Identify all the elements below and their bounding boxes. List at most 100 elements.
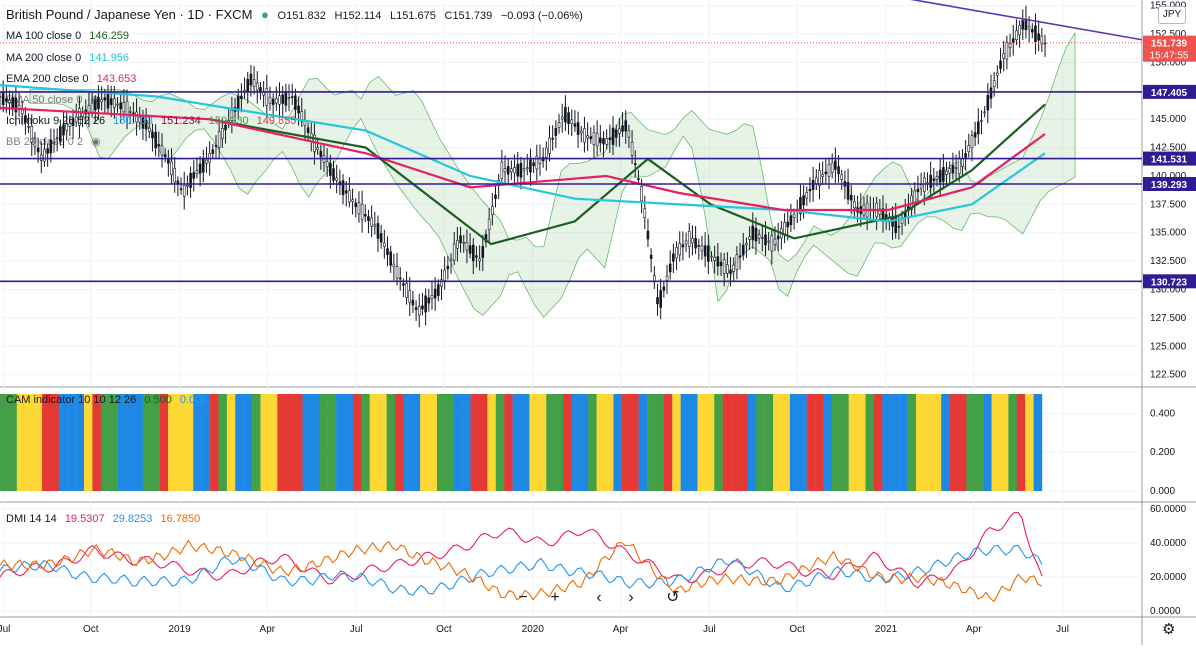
x-tick-label: Apr (613, 624, 629, 635)
cam-bar (436, 394, 446, 491)
cam-bar (33, 394, 43, 491)
y-tick-label: 142.500 (1150, 143, 1187, 154)
candle-body (414, 307, 418, 310)
candle-body (147, 127, 151, 132)
candle-body (367, 216, 370, 222)
legend-dmi-plus: 19.5307 (64, 513, 105, 525)
candle-body (834, 160, 837, 170)
candle-body (942, 167, 945, 182)
y-tick-label: 130.000 (1150, 285, 1187, 296)
candle-body (224, 124, 227, 131)
candle-body (719, 261, 723, 267)
candle-body (363, 213, 367, 217)
candle-body (195, 170, 199, 174)
candle-body (1018, 24, 1021, 36)
ichimoku-cloud (29, 31, 1076, 318)
candle-body (891, 217, 894, 227)
y-tick-label: 127.500 (1150, 313, 1187, 324)
candle-body (1034, 25, 1037, 43)
cam-bar (470, 394, 480, 491)
candle-body (732, 264, 736, 272)
candle-body (179, 188, 183, 190)
ohlc-high: H152.114 (334, 10, 382, 22)
candle-body (122, 102, 126, 113)
legend-ema200[interactable]: EMA 200 close 0 143.653 (6, 72, 141, 86)
candle-body (608, 137, 612, 141)
cam-bar (403, 394, 412, 491)
zoom-out-button[interactable]: − (518, 589, 528, 606)
cam-bar (42, 394, 51, 491)
candle-body (491, 206, 494, 215)
candle-body (605, 138, 608, 145)
eye-hidden-icon[interactable]: ◉ (90, 94, 101, 106)
candle-body (815, 177, 818, 184)
candle-body (230, 109, 234, 121)
candle-body (532, 162, 535, 167)
currency-button[interactable]: JPY (1158, 6, 1186, 24)
candle-body (1024, 18, 1028, 31)
candle-body (405, 282, 408, 298)
candle-body (602, 138, 605, 145)
candle-body (560, 116, 564, 120)
candle-body (830, 162, 834, 173)
status-dot: ● (261, 7, 269, 22)
legend-ma100[interactable]: MA 100 close 0 146.259 (6, 29, 134, 43)
x-tick-label: 2020 (522, 624, 545, 635)
candle-body (961, 158, 964, 167)
candle-body (938, 169, 942, 183)
cam-bar (638, 394, 648, 491)
candle-body (389, 251, 392, 266)
candle-body (713, 256, 716, 261)
candle-body (386, 248, 389, 255)
legend-ema200-value: 143.653 (96, 73, 137, 85)
candle-body (471, 244, 475, 262)
candle-body (39, 154, 43, 161)
candle-body (675, 247, 678, 259)
candle-body (462, 242, 466, 244)
candle-body (554, 127, 558, 136)
candle-body (379, 233, 383, 243)
candle-body (411, 299, 415, 306)
candle-body (853, 201, 856, 209)
candle-body (198, 163, 202, 174)
cam-bar (453, 394, 463, 491)
cam-bar (546, 394, 555, 491)
legend-dmi[interactable]: DMI 14 14 19.5307 29.8253 16.7850 (6, 512, 205, 526)
cam-bar (285, 394, 295, 491)
cam-bar (924, 394, 933, 491)
ohlc-open: O151.832 (277, 10, 326, 22)
candle-body (707, 245, 710, 262)
scroll-right-button[interactable]: › (628, 589, 634, 606)
cam-bar (806, 394, 816, 491)
ma-line (0, 84, 1046, 223)
scroll-left-button[interactable]: ‹ (596, 589, 602, 606)
candle-body (770, 235, 774, 252)
cam-bar (302, 394, 312, 491)
candle-body (427, 297, 431, 304)
legend-cam[interactable]: CAM indicator 10 10 12 26 0.500 0.000 (6, 393, 212, 407)
candle-body (726, 264, 729, 274)
candle-body (433, 288, 437, 299)
candle-body (287, 97, 291, 99)
gear-icon[interactable]: ⚙ (1162, 621, 1176, 638)
candle-body (633, 163, 637, 165)
cam-bar (596, 394, 606, 491)
eye-hidden-icon[interactable]: ◉ (91, 136, 101, 148)
candle-body (332, 168, 335, 181)
candle-body (43, 149, 46, 162)
cam-bar (605, 394, 614, 491)
cam-bar (218, 394, 228, 491)
legend-bb[interactable]: BB 20 close 0 2 ◉ (6, 135, 106, 149)
cam-bar (949, 394, 959, 491)
legend-ichimoku[interactable]: Ichimoku 9 26 52 26 150.733 151.234 150.… (6, 114, 301, 128)
legend-ma200[interactable]: MA 200 close 0 141.956 (6, 51, 134, 65)
cam-bar (983, 394, 992, 491)
y-tick-label: 152.500 (1150, 29, 1187, 40)
zoom-in-button[interactable]: + (550, 589, 560, 606)
candle-body (456, 240, 459, 249)
cam-bar (1025, 394, 1034, 491)
legend-ema50[interactable]: EMA 50 close 0 ◉ (6, 93, 105, 107)
reset-chart-button[interactable]: ↺ (666, 589, 680, 606)
